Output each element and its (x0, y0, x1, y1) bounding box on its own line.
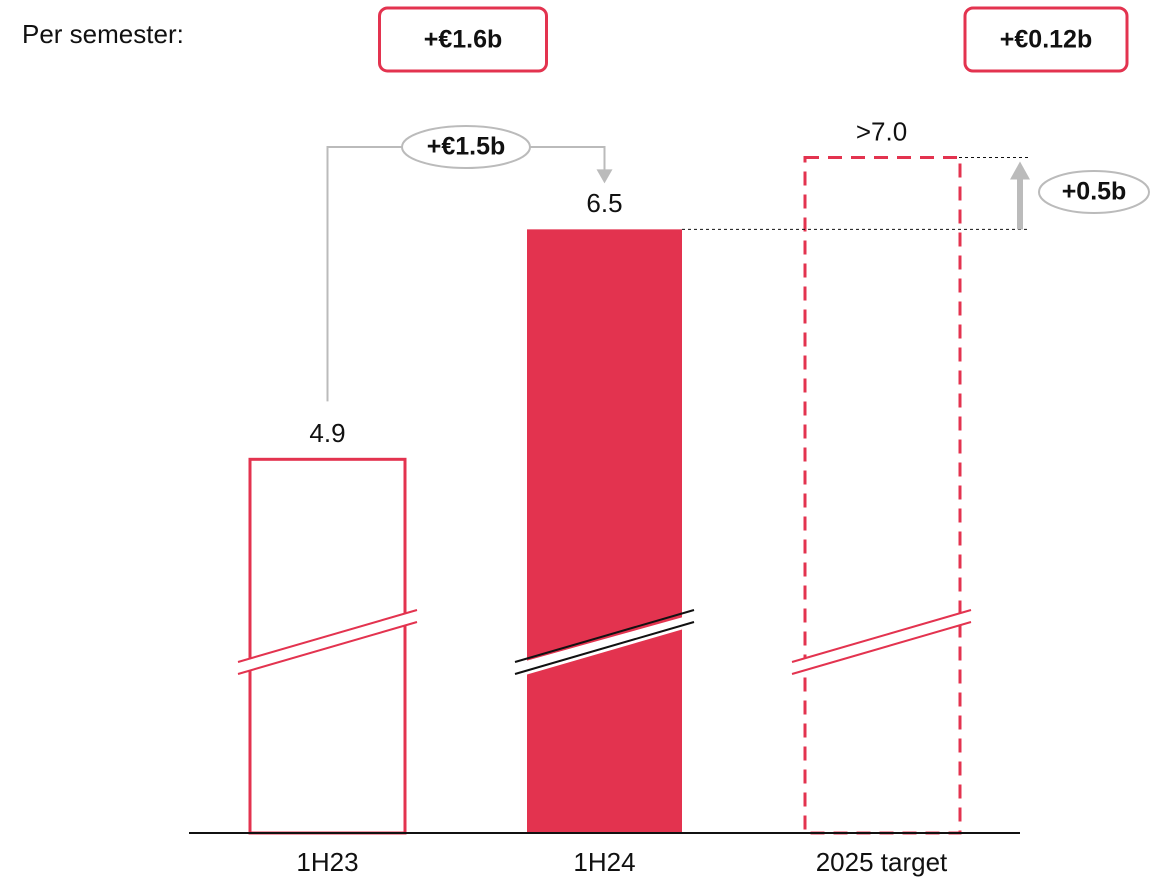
value-label: 6.5 (586, 188, 622, 218)
header-box (963, 6, 1129, 73)
axis-break-line (237, 609, 418, 663)
axis-break-line (791, 621, 972, 675)
x-tick-label: 1H23 (296, 847, 358, 877)
subtitle: Per semester: (22, 19, 184, 49)
axis-break-line (791, 609, 972, 663)
axis-break-line (237, 621, 418, 675)
annotation: +0.5b (1062, 178, 1127, 206)
axis-break-line (514, 621, 695, 675)
header-box (378, 6, 548, 73)
delta-arrowhead (1010, 161, 1030, 180)
value-label: 4.9 (309, 418, 345, 448)
x-tick-label: 2025 target (816, 847, 948, 877)
bar (527, 229, 682, 834)
annotation-bubble (401, 125, 531, 169)
bar (803, 155, 962, 835)
header-annotation: +€0.12b (1000, 26, 1092, 54)
axis-break-gap (515, 614, 694, 672)
axis-break-line (514, 609, 695, 663)
x-tick-label: 1H24 (573, 847, 635, 877)
header-annotation: +€1.6b (424, 26, 503, 54)
axis-break-gap (792, 610, 971, 674)
connector-arrowhead (596, 169, 613, 184)
value-label: >7.0 (856, 116, 907, 146)
annotation: +€1.5b (427, 133, 506, 161)
annotation-bubble (1038, 170, 1150, 214)
axis-break-gap (238, 610, 417, 674)
